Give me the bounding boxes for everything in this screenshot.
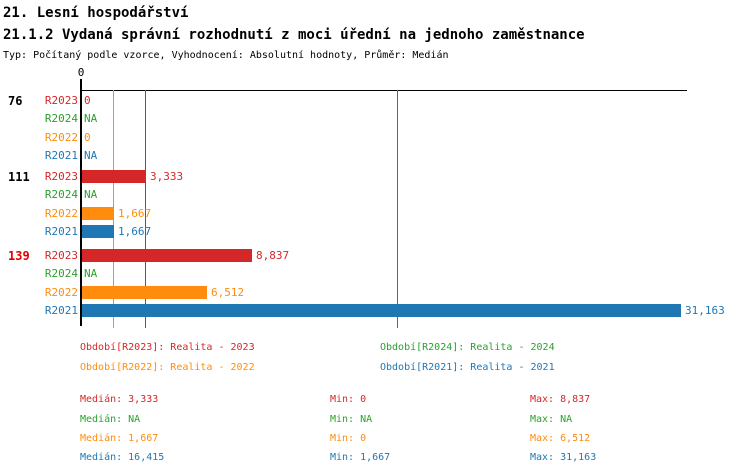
bar-value-label: 0 xyxy=(84,94,91,107)
stat-min-r2024: Min: NA xyxy=(330,414,373,425)
row-label-r2022: R2022 xyxy=(44,206,78,220)
bar-value-label: 0 xyxy=(84,130,91,144)
median-line-r2023 xyxy=(145,90,146,328)
bar-value-label: 3,333 xyxy=(150,170,184,183)
median-line-r2021 xyxy=(397,90,398,328)
bar-value-label: NA xyxy=(84,188,98,202)
stat-max-r2024: Max: NA xyxy=(530,414,573,425)
row-label-r2023: R2023 xyxy=(44,170,78,183)
bar-value-label: NA xyxy=(84,112,98,126)
group-label-139: 139 xyxy=(8,248,30,263)
stat-min-r2022: Min: 0 xyxy=(330,433,367,444)
bar-chart: 0 76 R2023 0 R2024 NA R2022 0 R2021 NA 111 R2023 3,3… xyxy=(8,66,725,328)
stat-median-r2022: Medián: 1,667 xyxy=(80,433,159,444)
row-label-r2022: R2022 xyxy=(44,285,78,299)
chart-subtitle: 21.1.2 Vydaná správní rozhodnutí z moci … xyxy=(3,27,585,43)
x-axis-zero-tick-label: 0 xyxy=(77,66,85,79)
bar-value-label: 1,667 xyxy=(118,224,152,238)
stat-median-r2023: Medián: 3,333 xyxy=(80,394,159,405)
bar-value-label: NA xyxy=(84,267,98,281)
bar-value-label: 1,667 xyxy=(118,206,152,220)
row-label-r2023: R2023 xyxy=(44,249,78,262)
stat-max-r2021: Max: 31,163 xyxy=(530,452,597,463)
stat-max-r2023: Max: 8,837 xyxy=(530,394,591,405)
row-label-r2024: R2024 xyxy=(44,112,78,126)
chart-meta-info: Typ: Počítaný podle vzorce, Vyhodnocení:… xyxy=(3,50,449,61)
bar-r2021 xyxy=(82,224,114,238)
group-label-76: 76 xyxy=(8,93,23,108)
row-label-r2021: R2021 xyxy=(44,224,78,238)
bar-value-label: NA xyxy=(84,148,98,162)
legend-item-r2024: Období[R2024]: Realita - 2024 xyxy=(380,342,555,353)
row-label-r2024: R2024 xyxy=(44,188,78,202)
legend-item-r2022: Období[R2022]: Realita - 2022 xyxy=(80,362,255,373)
stat-min-r2023: Min: 0 xyxy=(330,394,367,405)
page-title: 21. Lesní hospodářství xyxy=(3,5,189,21)
stat-min-r2021: Min: 1,667 xyxy=(330,452,391,463)
bar-r2022 xyxy=(82,206,114,220)
stat-median-r2021: Medián: 16,415 xyxy=(80,452,165,463)
legend-item-r2021: Období[R2021]: Realita - 2021 xyxy=(380,362,555,373)
x-axis-line xyxy=(81,90,687,91)
bar-r2023 xyxy=(82,170,146,183)
y-axis-line xyxy=(80,79,82,326)
bar-value-label: 8,837 xyxy=(256,249,290,262)
bar-r2021 xyxy=(82,303,681,317)
bar-value-label: 6,512 xyxy=(211,285,245,299)
bar-r2023 xyxy=(82,249,252,262)
stat-median-r2024: Medián: NA xyxy=(80,414,141,425)
row-label-r2023: R2023 xyxy=(44,94,78,107)
stat-max-r2022: Max: 6,512 xyxy=(530,433,591,444)
group-label-111: 111 xyxy=(8,169,30,184)
row-label-r2021: R2021 xyxy=(44,303,78,317)
bar-r2022 xyxy=(82,285,207,299)
row-label-r2024: R2024 xyxy=(44,267,78,281)
bar-value-label: 31,163 xyxy=(685,303,725,317)
row-label-r2021: R2021 xyxy=(44,148,78,162)
legend-item-r2023: Období[R2023]: Realita - 2023 xyxy=(80,342,255,353)
row-label-r2022: R2022 xyxy=(44,130,78,144)
